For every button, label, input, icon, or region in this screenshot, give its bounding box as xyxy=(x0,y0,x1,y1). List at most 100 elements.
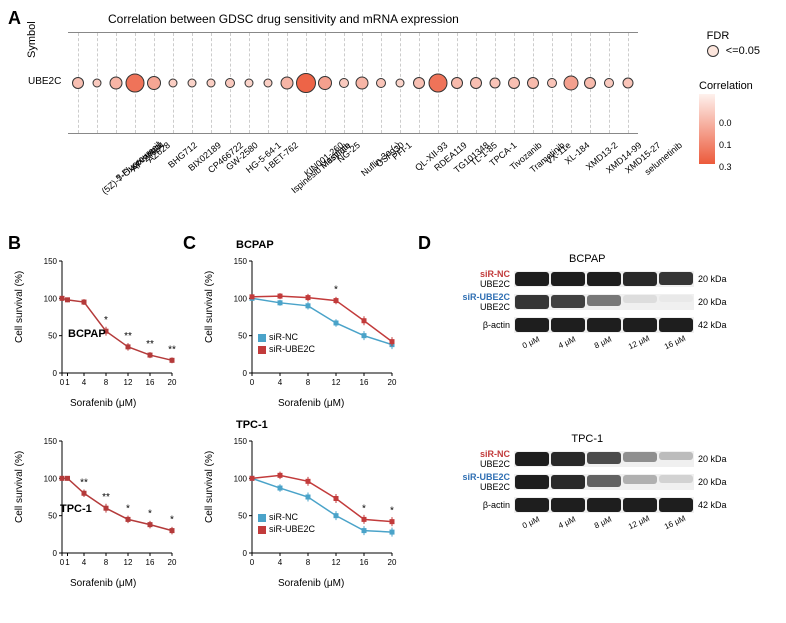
wb-band xyxy=(659,272,693,285)
drug-dot xyxy=(339,78,349,88)
wb-row: siR-UBE2C UBE2C20 kDa xyxy=(448,472,727,492)
svg-text:16: 16 xyxy=(146,378,155,387)
svg-text:50: 50 xyxy=(48,332,57,341)
svg-text:8: 8 xyxy=(104,378,109,387)
wb-band xyxy=(659,295,693,302)
legend-marker xyxy=(258,346,266,354)
svg-text:50: 50 xyxy=(238,512,247,521)
svg-text:**: ** xyxy=(168,344,176,355)
svg-text:4: 4 xyxy=(82,378,87,387)
wb-band xyxy=(587,475,621,487)
wb-band xyxy=(515,318,549,332)
wb-band xyxy=(587,452,621,464)
legend-marker xyxy=(258,526,266,534)
wb-band xyxy=(515,272,549,286)
svg-text:4: 4 xyxy=(82,558,87,567)
wb-band xyxy=(515,498,549,512)
wb-band xyxy=(515,452,549,466)
panel-a-y-label: Symbol xyxy=(26,21,38,58)
svg-text:1: 1 xyxy=(65,378,70,387)
drug-dot xyxy=(623,78,634,89)
wb-band xyxy=(515,475,549,489)
y-axis-label: Cell survival (%) xyxy=(14,271,25,343)
drug-dot xyxy=(168,79,177,88)
svg-text:20: 20 xyxy=(388,378,397,387)
svg-text:*: * xyxy=(126,503,130,514)
x-axis-label: Sorafenib (μM) xyxy=(278,398,344,409)
svg-text:8: 8 xyxy=(306,558,311,567)
svg-text:16: 16 xyxy=(146,558,155,567)
plot-c-bcpap: 048121620050100150* Cell survival (%) So… xyxy=(228,253,398,393)
svg-text:20: 20 xyxy=(168,378,177,387)
svg-text:100: 100 xyxy=(44,474,58,483)
corr-tick: 0.0 xyxy=(719,112,732,134)
drug-dot xyxy=(187,79,196,88)
panel-a-label: A xyxy=(8,8,21,29)
wb-band xyxy=(659,475,693,483)
drug-dot xyxy=(72,77,84,89)
wb-band xyxy=(515,295,549,308)
wb-band xyxy=(659,318,693,332)
drug-dot xyxy=(564,76,579,91)
corr-legend: Correlation 0.0 0.1 0.3 xyxy=(699,80,774,164)
svg-text:**: ** xyxy=(102,492,110,503)
wb-row-label: β-actin xyxy=(448,500,514,510)
legend-label: siR-NC xyxy=(269,512,298,522)
cell-line-label: TPC-1 xyxy=(60,503,92,515)
wb-cell-line: BCPAP xyxy=(448,253,727,265)
svg-text:12: 12 xyxy=(124,378,133,387)
plot-b-tpc1: 0148121620050100150******* Cell survival… xyxy=(38,433,178,573)
svg-text:*: * xyxy=(104,315,108,326)
drug-dot xyxy=(490,78,501,89)
wb-mw: 42 kDa xyxy=(694,500,727,510)
svg-text:100: 100 xyxy=(44,294,58,303)
wb-band xyxy=(623,295,657,302)
svg-text:0: 0 xyxy=(60,378,65,387)
wb-band xyxy=(587,272,621,286)
y-axis-label: Cell survival (%) xyxy=(204,271,215,343)
svg-text:**: ** xyxy=(124,331,132,342)
svg-text:*: * xyxy=(362,503,366,514)
x-axis-label: Sorafenib (μM) xyxy=(278,578,344,589)
wb-row: siR-NC UBE2C20 kDa xyxy=(448,269,727,289)
dot-chart xyxy=(68,32,638,134)
svg-text:4: 4 xyxy=(278,558,283,567)
drug-dot xyxy=(318,76,332,90)
wb-row-label: siR-UBE2C UBE2C xyxy=(448,292,514,312)
wb-band xyxy=(623,452,657,462)
drug-dot xyxy=(280,77,293,90)
legend-marker xyxy=(258,514,266,522)
fdr-legend-title: FDR xyxy=(707,30,760,42)
fdr-legend: FDR <=0.05 xyxy=(707,30,760,57)
drug-dot xyxy=(604,78,614,88)
corr-tick: 0.3 xyxy=(719,156,732,178)
svg-text:0: 0 xyxy=(250,378,255,387)
wb-mw: 42 kDa xyxy=(694,320,727,330)
drug-dot xyxy=(413,77,425,89)
fdr-legend-marker xyxy=(707,45,719,57)
bottom-row: B C D 0148121620050100150******* Cell su… xyxy=(8,233,778,613)
panel-a-title: Correlation between GDSC drug sensitivit… xyxy=(108,12,459,26)
wb-row-label: siR-NC UBE2C xyxy=(448,449,514,469)
legend-label: siR-UBE2C xyxy=(269,524,315,534)
panel-a-y-tick: UBE2C xyxy=(28,76,61,87)
svg-text:**: ** xyxy=(80,477,88,488)
legend-label: siR-UBE2C xyxy=(269,344,315,354)
wb-cell-line: TPC-1 xyxy=(448,433,727,445)
cell-line-label: TPC-1 xyxy=(236,419,268,431)
wb-row-label: β-actin xyxy=(448,320,514,330)
svg-text:**: ** xyxy=(146,339,154,350)
fdr-legend-value: <=0.05 xyxy=(726,45,760,57)
svg-text:*: * xyxy=(390,506,394,517)
svg-text:16: 16 xyxy=(360,378,369,387)
corr-legend-bar xyxy=(699,94,715,164)
wb-band xyxy=(623,498,657,512)
svg-text:50: 50 xyxy=(48,512,57,521)
x-axis-label: Sorafenib (μM) xyxy=(70,398,136,409)
svg-text:0: 0 xyxy=(53,549,58,558)
legend-marker xyxy=(258,334,266,342)
svg-text:150: 150 xyxy=(234,437,248,446)
drug-dot xyxy=(429,74,448,93)
drug-dot xyxy=(225,78,235,88)
wb-band xyxy=(623,475,657,484)
